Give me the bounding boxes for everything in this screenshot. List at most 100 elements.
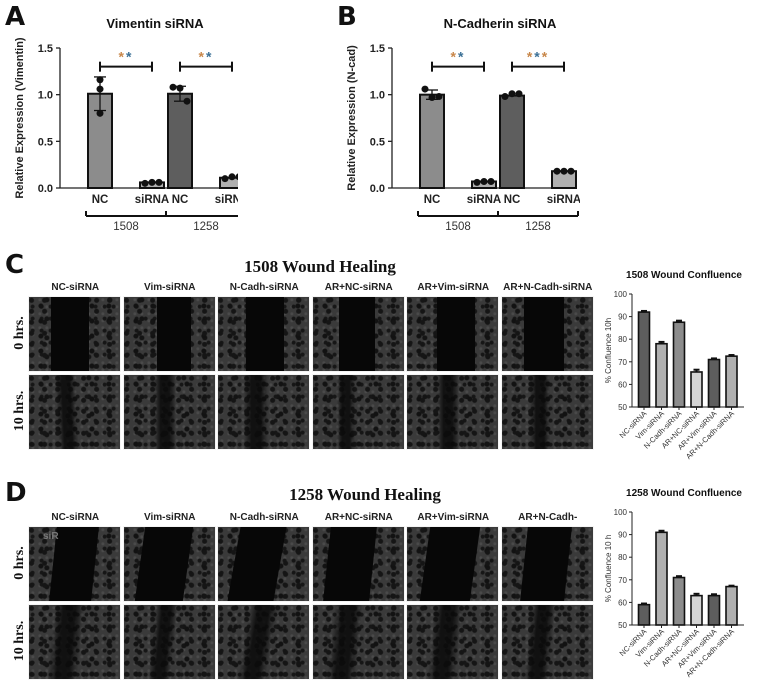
data-point xyxy=(169,83,177,91)
microscopy-image xyxy=(28,374,121,450)
column-label: Vim-siRNA xyxy=(144,282,196,293)
bar xyxy=(725,355,738,408)
data-point xyxy=(228,173,236,181)
microscopy-image xyxy=(311,296,405,372)
bar xyxy=(655,531,668,626)
microscopy-image xyxy=(122,374,216,450)
data-point xyxy=(176,84,184,92)
y-axis-label: % Confluence 10 h xyxy=(604,535,613,603)
bar-chart-1258-confluence: % Confluence 10 h5060708090100NC-siRNAVi… xyxy=(604,508,744,679)
row-label: 0 hrs. xyxy=(12,316,27,350)
row-label: 10 hrs. xyxy=(12,620,27,662)
y-axis-label: % Confluence 10h xyxy=(604,318,613,383)
column-label: AR+N-Cadh- xyxy=(518,512,578,523)
bar xyxy=(707,594,721,626)
y-tick-label: 60 xyxy=(618,598,627,607)
microscopy-image xyxy=(122,296,216,372)
microscopy-image xyxy=(122,526,216,602)
bar xyxy=(690,371,703,408)
data-point xyxy=(487,177,495,185)
data-point xyxy=(155,178,163,186)
microscopy-image xyxy=(406,374,499,450)
data-point xyxy=(96,85,104,93)
y-tick-label: 100 xyxy=(614,290,628,299)
data-point xyxy=(567,167,575,175)
group-label: 1258 xyxy=(525,221,551,233)
chart-title-1258-confluence: 1258 Wound Confluence xyxy=(626,488,742,499)
column-label: N-Cadh-siRNA xyxy=(229,512,299,523)
y-tick-label: 80 xyxy=(618,553,627,562)
y-tick-label: 1.0 xyxy=(38,90,53,102)
panel-letter-a: A xyxy=(5,2,26,32)
data-point xyxy=(183,97,191,105)
x-tick-label: NC xyxy=(172,194,189,206)
chart-1508-confluence: % Confluence 10h 50 60 70 80 90 100 NC-siRNA Vim… xyxy=(600,282,760,462)
y-tick-label: 50 xyxy=(618,403,627,412)
data-point xyxy=(148,178,156,186)
y-axis-label: Relative Expression (Vimentin) xyxy=(14,38,26,199)
chart-title-vimentin: Vimentin siRNA xyxy=(106,16,204,31)
y-tick-label: 80 xyxy=(618,335,627,344)
panel-letter-c: C xyxy=(5,250,25,280)
bar xyxy=(655,342,668,408)
column-label: Vim-siRNA xyxy=(144,512,196,523)
group-label: 1508 xyxy=(113,221,139,233)
microscopy-image xyxy=(500,604,594,680)
y-tick-label: 1.0 xyxy=(370,90,385,102)
data-point xyxy=(421,85,429,93)
x-tick-label: siRNA xyxy=(467,194,502,206)
panel-letter-d: D xyxy=(5,478,27,508)
bar xyxy=(672,321,686,408)
data-point xyxy=(96,76,104,84)
significance-stars: *** xyxy=(527,49,549,65)
microscopy-image xyxy=(311,374,405,450)
significance-stars: ** xyxy=(119,49,134,65)
bar-chart-ncadherin: Relative Expression (N-cad) 0.0 0.5 1.0 1.5 N… xyxy=(346,43,581,233)
data-point xyxy=(508,90,516,98)
microscopy-image xyxy=(311,526,405,602)
x-tick-label: NC xyxy=(92,194,109,206)
microscopy-image xyxy=(500,296,594,372)
microscopy-image xyxy=(406,296,499,372)
group-label: 1508 xyxy=(445,221,471,233)
column-label: AR+N-Cadh-siRNA xyxy=(503,282,593,293)
data-point xyxy=(428,93,436,101)
bar xyxy=(167,92,193,190)
y-tick-label: 0.5 xyxy=(38,136,53,148)
y-tick-label: 50 xyxy=(618,621,627,630)
data-point xyxy=(435,93,443,101)
data-point xyxy=(96,109,104,117)
x-tick-label: siRNA xyxy=(135,194,170,206)
microscopy-image xyxy=(217,526,310,602)
x-tick-label: NC xyxy=(424,194,441,206)
bar xyxy=(707,358,721,408)
x-tick-label: siRNA xyxy=(547,194,580,206)
chart-title-ncadherin: N-Cadherin siRNA xyxy=(443,16,557,31)
column-label: N-Cadh-siRNA xyxy=(229,282,299,293)
microscopy-image: siR xyxy=(28,526,121,602)
data-point xyxy=(553,167,561,175)
microscopy-grid-1508: NC-siRNA Vim-siRNA N-Cadh-siRNA AR+NC-siRNA… xyxy=(12,282,600,462)
chart-ncadherin-sirna: Relative Expression (N-cad) 0.0 0.5 1.0 1.5 N… xyxy=(340,38,581,238)
y-tick-label: 90 xyxy=(618,313,627,322)
data-point xyxy=(221,175,229,183)
column-label: AR+NC-siRNA xyxy=(324,512,393,523)
bar xyxy=(637,603,651,626)
microscopy-image xyxy=(500,526,594,602)
significance-stars: ** xyxy=(451,49,466,65)
data-point xyxy=(473,178,481,186)
y-axis-label: Relative Expression (N-cad) xyxy=(346,45,358,191)
data-point xyxy=(515,90,523,98)
y-tick-label: 0.0 xyxy=(38,183,53,195)
y-tick-label: 0.0 xyxy=(370,183,385,195)
bar xyxy=(725,585,738,626)
group-label: 1258 xyxy=(193,221,219,233)
data-point xyxy=(480,177,488,185)
y-tick-label: 70 xyxy=(618,358,627,367)
y-tick-label: 100 xyxy=(614,508,628,517)
bar xyxy=(499,94,525,189)
microscopy-image xyxy=(122,604,216,680)
y-tick-label: 90 xyxy=(618,531,627,540)
microscopy-image xyxy=(217,374,310,450)
row-label: 10 hrs. xyxy=(12,390,27,432)
